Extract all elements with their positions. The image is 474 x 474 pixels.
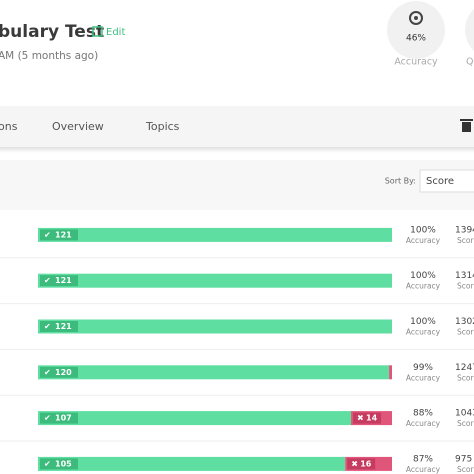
score-label: Scor — [457, 282, 474, 291]
check-icon: ✔ — [44, 230, 51, 239]
accuracy-label: Accuracy — [406, 282, 441, 291]
wrong-count: 16 — [360, 459, 372, 468]
correct-bar — [38, 227, 392, 242]
stat-label: Q — [466, 57, 473, 68]
correct-badge — [40, 366, 78, 378]
correct-bar — [38, 456, 346, 471]
correct-count: 120 — [55, 368, 72, 377]
subtitle: AM (5 months ago) — [0, 50, 98, 62]
score-label: Scor — [457, 419, 474, 428]
accuracy-value: 100% — [410, 271, 436, 281]
delete-button[interactable] — [460, 119, 473, 132]
accuracy-value: 99% — [413, 363, 433, 373]
edit-icon — [92, 26, 103, 37]
correct-count: 121 — [55, 276, 72, 285]
stat-circle — [465, 9, 474, 51]
tab-shadow — [0, 147, 474, 153]
sort-value: Score — [426, 176, 454, 187]
correct-count: 121 — [55, 322, 72, 331]
accuracy-value: 100% — [410, 225, 436, 235]
score-label: Scor — [457, 373, 474, 382]
rows: ✔121100%Accuracy1394Scor✔121100%Accuracy… — [0, 225, 474, 474]
check-icon: ✔ — [44, 322, 51, 331]
accuracy-value: 88% — [413, 409, 433, 419]
accuracy-label: Accuracy — [406, 236, 441, 245]
accuracy-icon-dot — [414, 16, 418, 20]
stat-label: Accuracy — [394, 57, 438, 68]
correct-badge — [40, 229, 78, 241]
score-value: 1247 — [455, 363, 474, 373]
tab[interactable]: Topics — [145, 120, 180, 133]
sort-select[interactable] — [419, 169, 474, 193]
accuracy-icon — [409, 11, 423, 25]
correct-badge — [40, 458, 78, 470]
correct-bar — [38, 365, 390, 380]
edit-link[interactable]: Edit — [92, 26, 125, 38]
score-value: 975 — [455, 454, 472, 464]
correct-count: 107 — [55, 414, 72, 423]
page-title: bulary Test — [0, 22, 104, 42]
correct-count: 105 — [55, 459, 72, 468]
x-icon: ✖ — [351, 459, 358, 468]
sort-bar — [0, 160, 474, 210]
tab-bar — [0, 106, 474, 147]
correct-bar — [38, 319, 392, 334]
score-label: Scor — [457, 236, 474, 245]
edit-text: Edit — [106, 27, 125, 38]
trash-icon — [462, 122, 471, 132]
score-value: 1394 — [455, 225, 474, 235]
score-value: 1302 — [455, 317, 474, 327]
sort-label: Sort By: — [385, 177, 416, 186]
accuracy-label: Accuracy — [406, 328, 441, 337]
wrong-badge — [347, 458, 376, 470]
check-icon: ✔ — [44, 414, 51, 423]
wrong-badge — [353, 412, 382, 424]
x-icon: ✖ — [357, 414, 364, 423]
tab[interactable]: Overview — [52, 120, 104, 133]
accuracy-value: 87% — [413, 454, 433, 464]
correct-count: 121 — [55, 230, 72, 239]
check-icon: ✔ — [44, 368, 51, 377]
accuracy-value: 100% — [410, 317, 436, 327]
score-value: 1043 — [455, 409, 474, 419]
correct-badge — [40, 275, 78, 287]
correct-badge — [40, 412, 78, 424]
score-value: 1314 — [455, 271, 474, 281]
check-icon: ✔ — [44, 276, 51, 285]
check-icon: ✔ — [44, 459, 51, 468]
accuracy-label: Accuracy — [406, 373, 441, 382]
wrong-count: 14 — [366, 414, 378, 423]
wrong-bar — [389, 365, 392, 380]
score-label: Scor — [457, 328, 474, 337]
stat-value: 46% — [406, 34, 426, 44]
correct-bar — [38, 411, 352, 426]
trash-lid — [460, 119, 473, 121]
correct-bar — [38, 273, 392, 288]
accuracy-label: Accuracy — [406, 419, 441, 428]
tab[interactable]: ons — [0, 120, 18, 133]
correct-badge — [40, 321, 78, 332]
stat-circle — [387, 1, 445, 59]
accuracy-label: Accuracy — [406, 465, 441, 474]
score-label: Scor — [457, 465, 474, 474]
